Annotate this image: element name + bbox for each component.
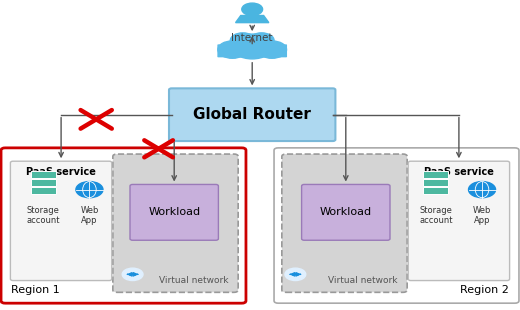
Text: PaaS service: PaaS service [424,167,494,177]
Text: Region 2: Region 2 [460,285,509,295]
Bar [423,171,448,178]
Text: Global Router: Global Router [193,107,311,122]
FancyBboxPatch shape [274,148,519,303]
Text: Internet: Internet [231,33,273,42]
FancyBboxPatch shape [217,44,287,57]
FancyBboxPatch shape [302,184,390,240]
FancyBboxPatch shape [1,148,246,303]
Text: Workload: Workload [320,207,372,217]
Circle shape [242,3,263,16]
Text: Virtual network: Virtual network [328,276,398,285]
Polygon shape [236,16,269,23]
Text: Web
App: Web App [80,206,99,225]
Text: Web
App: Web App [473,206,491,225]
FancyBboxPatch shape [169,88,335,141]
Circle shape [122,268,143,281]
Circle shape [76,182,103,198]
FancyBboxPatch shape [113,154,238,292]
Circle shape [469,182,496,198]
Text: Storage
account: Storage account [419,206,452,225]
Text: Storage
account: Storage account [27,206,60,225]
Circle shape [230,33,255,48]
Circle shape [294,274,296,275]
Circle shape [257,41,287,58]
FancyBboxPatch shape [282,154,407,292]
Circle shape [296,274,298,275]
Circle shape [249,33,274,48]
Circle shape [231,34,273,59]
Circle shape [131,274,134,275]
Circle shape [218,41,247,58]
Bar [423,187,448,194]
Bar [423,179,448,186]
Bar [31,179,56,186]
FancyBboxPatch shape [130,184,218,240]
FancyBboxPatch shape [10,161,112,281]
Bar [31,187,56,194]
Text: Region 1: Region 1 [11,285,60,295]
Circle shape [129,274,132,275]
Circle shape [292,274,294,275]
Bar [31,171,56,178]
Text: PaaS service: PaaS service [26,167,96,177]
Text: Virtual network: Virtual network [159,276,229,285]
Text: Workload: Workload [148,207,200,217]
FancyBboxPatch shape [408,161,510,281]
Circle shape [285,268,306,281]
Circle shape [133,274,136,275]
